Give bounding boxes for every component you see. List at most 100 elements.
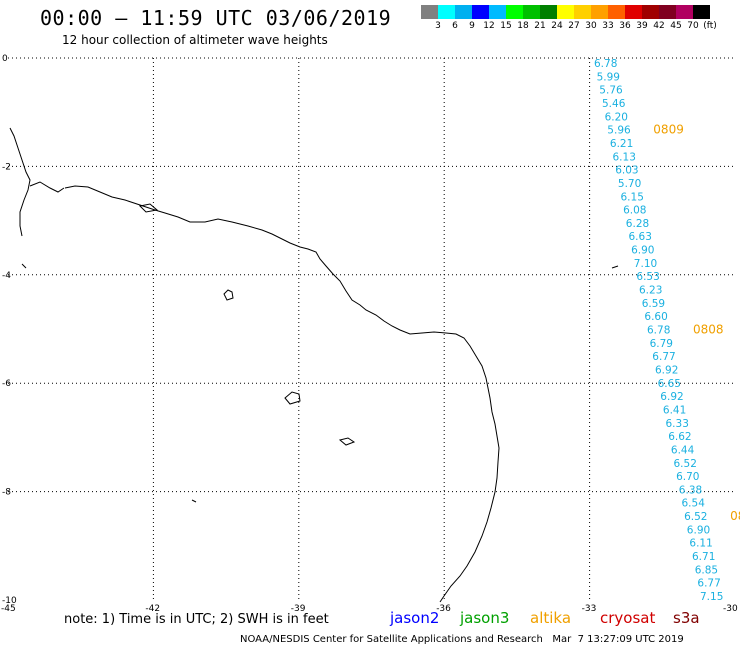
island-7 xyxy=(611,265,619,269)
legend-label: 30 xyxy=(585,21,597,31)
wave-height-value: 6.63 xyxy=(629,231,652,243)
wave-height-value: 6.79 xyxy=(650,338,673,350)
wave-height-value: 7.10 xyxy=(634,258,657,270)
wave-height-value: 6.77 xyxy=(697,578,720,590)
legend-label: 21 xyxy=(534,21,546,31)
wave-height-value: 5.96 xyxy=(607,125,631,137)
legend-swatch xyxy=(438,5,455,19)
wave-height-value: 6.92 xyxy=(655,365,678,377)
wave-height-value: 6.20 xyxy=(605,111,628,123)
legend-swatch xyxy=(608,5,625,19)
note-text: note: 1) Time is in UTC; 2) SWH is in fe… xyxy=(64,612,329,627)
legend-label: 3 xyxy=(435,21,441,31)
wave-height-value: 6.59 xyxy=(642,298,665,310)
legend-label: 27 xyxy=(568,21,580,31)
legend-swatch xyxy=(659,5,676,19)
wave-height-value: 6.65 xyxy=(658,378,681,390)
legend-swatch xyxy=(693,5,710,19)
x-tick-label: -30 xyxy=(723,604,738,614)
track-time-label: 0808 xyxy=(693,323,724,337)
wave-height-values: 6.785.995.765.466.205.966.216.136.035.70… xyxy=(594,58,740,603)
wave-height-value: 6.08 xyxy=(623,205,646,217)
legend-label: 70 xyxy=(687,21,699,31)
legend-swatch xyxy=(557,5,574,19)
legend-label: (ft) xyxy=(703,21,717,31)
wave-height-value: 5.99 xyxy=(597,71,620,83)
legend-swatch xyxy=(421,5,438,19)
map-subtitle: 12 hour collection of altimeter wave hei… xyxy=(62,33,328,47)
wave-height-value: 6.77 xyxy=(652,351,675,363)
legend-swatch xyxy=(455,5,472,19)
wave-height-value: 6.90 xyxy=(631,245,654,257)
wave-height-value: 5.76 xyxy=(599,85,623,97)
island-2 xyxy=(284,391,301,405)
legend-label: 6 xyxy=(452,21,458,31)
wave-height-value: 6.92 xyxy=(660,391,683,403)
wave-height-value: 6.62 xyxy=(668,431,691,443)
wave-height-value: 6.38 xyxy=(679,484,702,496)
x-tick-label: -39 xyxy=(291,604,306,614)
wave-height-value: 6.52 xyxy=(684,511,707,523)
wave-height-value: 6.78 xyxy=(647,325,670,337)
legend-label: 9 xyxy=(469,21,475,31)
y-tick-label: -4 xyxy=(2,271,11,281)
legend-swatch xyxy=(540,5,557,19)
wave-height-value: 6.60 xyxy=(644,311,667,323)
legend-swatch xyxy=(574,5,591,19)
wave-height-value: 6.53 xyxy=(636,271,659,283)
footer-credit: NOAA/NESDIS Center for Satellite Applica… xyxy=(240,634,684,645)
legend-label: 39 xyxy=(636,21,648,31)
legend-swatch xyxy=(642,5,659,19)
legend-swatch xyxy=(472,5,489,19)
wave-height-value: 6.23 xyxy=(639,285,662,297)
legend-label: 36 xyxy=(619,21,631,31)
legend-swatch xyxy=(523,5,540,19)
y-tick-label: -2 xyxy=(2,162,11,172)
island-5 xyxy=(191,499,197,503)
wave-height-value: 6.28 xyxy=(626,218,649,230)
legend-altika: altika xyxy=(530,609,572,627)
legend-label: 45 xyxy=(670,21,682,31)
legend-swatch xyxy=(489,5,506,19)
wave-height-value: 6.15 xyxy=(621,191,644,203)
legend-label: 18 xyxy=(517,21,529,31)
wave-height-value: 6.03 xyxy=(615,165,638,177)
legend-swatch xyxy=(625,5,642,19)
wave-height-value: 6.71 xyxy=(692,551,715,563)
legend-jason3: jason3 xyxy=(460,609,510,627)
y-tick-label: 0 xyxy=(2,54,8,64)
wave-height-value: 5.70 xyxy=(618,178,641,190)
wave-height-value: 6.54 xyxy=(682,498,706,510)
wave-height-value: 6.52 xyxy=(674,458,697,470)
wave-height-value: 6.78 xyxy=(594,58,617,70)
legend-s3a: s3a xyxy=(673,609,700,627)
legend-label: 33 xyxy=(602,21,614,31)
map-title: 00:00 – 11:59 UTC 03/06/2019 xyxy=(40,6,392,30)
wave-height-value: 6.11 xyxy=(689,538,712,550)
legend-swatch xyxy=(676,5,693,19)
wave-height-value: 6.85 xyxy=(695,564,718,576)
x-tick-label: -42 xyxy=(145,604,160,614)
x-tick-label: -33 xyxy=(582,604,597,614)
legend-label: 24 xyxy=(551,21,563,31)
wave-height-value: 6.44 xyxy=(671,444,695,456)
coastline-north xyxy=(9,127,65,237)
y-tick-label: -8 xyxy=(2,488,11,498)
legend-jason2: jason2 xyxy=(390,609,440,627)
wave-height-value: 7.15 xyxy=(700,591,723,603)
wave-height-value: 6.21 xyxy=(610,138,633,150)
x-tick-label: -45 xyxy=(1,604,16,614)
y-tick-label: -10 xyxy=(2,596,17,606)
wave-height-value: 6.90 xyxy=(687,524,710,536)
x-tick-label: -36 xyxy=(436,604,451,614)
wave-height-value: 6.70 xyxy=(676,471,699,483)
legend-cryosat: cryosat xyxy=(600,609,656,627)
legend-swatch xyxy=(591,5,608,19)
axis-tick-labels: -45 -42 -39 -36 -33 -30 0 -2 -4 -6 -8 -10 xyxy=(1,54,738,614)
track-time-label: 0809 xyxy=(653,123,684,137)
color-legend xyxy=(421,5,710,19)
y-tick-label: -6 xyxy=(2,379,11,389)
legend-label: 12 xyxy=(483,21,495,31)
legend-label: 42 xyxy=(653,21,665,31)
